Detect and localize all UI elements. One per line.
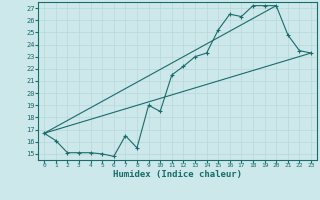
X-axis label: Humidex (Indice chaleur): Humidex (Indice chaleur) bbox=[113, 170, 242, 179]
